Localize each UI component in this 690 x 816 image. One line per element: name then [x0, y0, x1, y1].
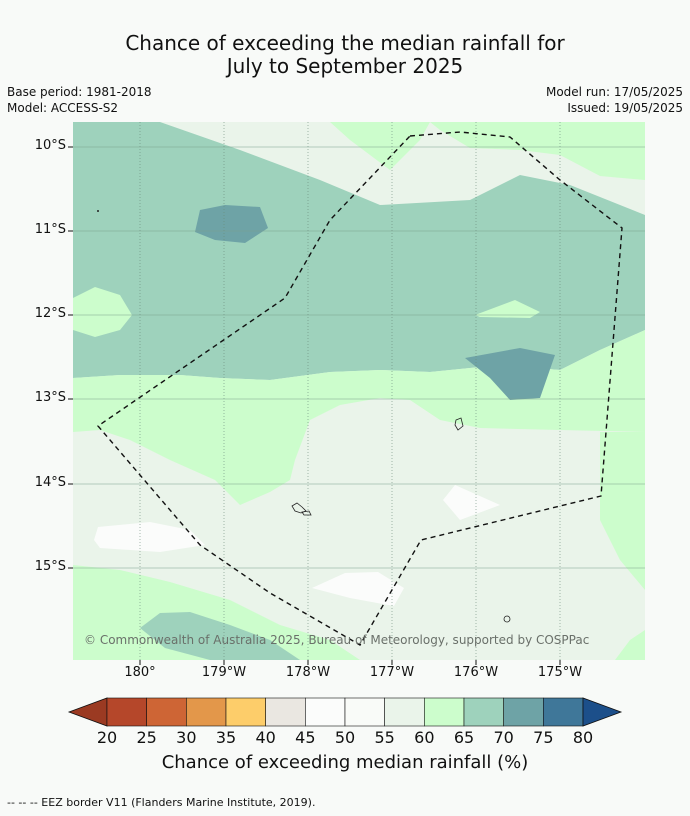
island	[291, 502, 307, 514]
lon-label-180: 180°	[124, 665, 156, 680]
colorbar-tick-label: 65	[453, 728, 475, 747]
lon-label-175w: 175°W	[537, 665, 583, 680]
colorbar	[67, 697, 623, 727]
band-70-75-b	[465, 348, 555, 400]
colorbar-segment	[344, 697, 385, 727]
colorbar-extend-low	[67, 697, 108, 727]
lon-label-178w: 178°W	[285, 665, 331, 680]
eez-legend-note: -- -- -- EEZ border V11 (Flanders Marine…	[7, 796, 316, 809]
colorbar-segment	[424, 697, 465, 727]
issued-text: Issued: 19/05/2025	[567, 101, 683, 115]
base-period-text: Base period: 1981-2018	[7, 85, 152, 99]
band-60-65-left-bulge	[73, 287, 132, 337]
lat-label-10s: 10°S	[34, 138, 66, 153]
colorbar-tick-label: 80	[572, 728, 594, 747]
map-title-line2: July to September 2025	[226, 54, 464, 78]
colorbar-segment	[543, 697, 584, 727]
axis-ticks	[68, 146, 561, 665]
colorbar-segment	[463, 697, 504, 727]
model-run-text: Model run: 17/05/2025	[545, 85, 683, 99]
colorbar-segment	[503, 697, 544, 727]
lat-label-11s: 11°S	[34, 222, 66, 237]
band-60-65-bottom	[73, 565, 360, 660]
colorbar-segment	[265, 697, 306, 727]
band-60-65-right	[600, 432, 645, 590]
lat-label-15s: 15°S	[34, 559, 66, 574]
band-60-65-patch	[475, 300, 540, 318]
lon-label-177w: 177°W	[369, 665, 415, 680]
colorbar-segment	[384, 697, 425, 727]
colorbar-tick-label: 25	[136, 728, 157, 747]
colorbar-tick-label: 30	[176, 728, 197, 747]
map-title-line1: Chance of exceeding the median rainfall …	[125, 31, 565, 55]
colorbar-segment	[305, 697, 346, 727]
latitude-lines	[73, 146, 645, 569]
island	[503, 615, 511, 623]
band-60-65-corner	[615, 630, 645, 660]
island	[454, 417, 464, 431]
colorbar-tick-label: 50	[334, 728, 356, 747]
island	[97, 210, 99, 212]
band-50-55-a	[94, 522, 205, 552]
colorbar-tick-label: 40	[255, 728, 276, 747]
band-50-55-b	[443, 485, 500, 520]
colorbar-tick-label: 70	[493, 728, 514, 747]
colorbar-tick-label: 20	[96, 728, 118, 747]
lon-label-179w: 179°W	[201, 665, 247, 680]
colorbar-segment	[106, 697, 147, 727]
lat-label-13s: 13°S	[34, 390, 66, 405]
lon-label-176w: 176°W	[453, 665, 499, 680]
eez-border	[96, 131, 623, 646]
colorbar-tick-label: 55	[374, 728, 395, 747]
band-70-75-a	[195, 205, 268, 243]
colorbar-tick-label: 75	[533, 728, 554, 747]
island	[301, 510, 312, 516]
colorbar-extend-high	[582, 697, 623, 727]
band-50-55-c	[312, 572, 404, 606]
colorbar-tick-label: 35	[215, 728, 237, 747]
lat-label-14s: 14°S	[34, 475, 66, 490]
colorbar-tick-label: 45	[295, 728, 316, 747]
colorbar-segment	[186, 697, 227, 727]
colorbar-tick-label: 60	[414, 728, 435, 747]
band-65-70-bottom	[140, 612, 300, 660]
colorbar-segment	[225, 697, 266, 727]
model-text: Model: ACCESS-S2	[7, 101, 119, 115]
copyright-notice: © Commonwealth of Australia 2025, Bureau…	[84, 633, 590, 647]
colorbar-label: Chance of exceeding median rainfall (%)	[161, 752, 529, 773]
lat-label-12s: 12°S	[34, 306, 66, 321]
map-contours	[73, 122, 645, 660]
colorbar-segment	[146, 697, 187, 727]
